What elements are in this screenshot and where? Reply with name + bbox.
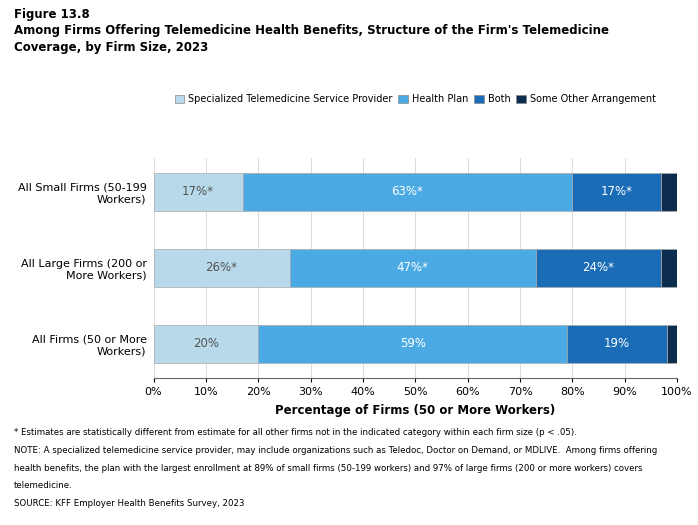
- Bar: [667, 325, 677, 363]
- Bar: [290, 249, 536, 287]
- Text: 47%*: 47%*: [396, 261, 429, 274]
- Text: Figure 13.8: Figure 13.8: [14, 8, 90, 21]
- Bar: [662, 173, 677, 211]
- Legend: Specialized Telemedicine Service Provider, Health Plan, Both, Some Other Arrange: Specialized Telemedicine Service Provide…: [174, 94, 656, 104]
- Text: Coverage, by Firm Size, 2023: Coverage, by Firm Size, 2023: [14, 41, 208, 54]
- Text: health benefits, the plan with the largest enrollment at 89% of small firms (50-: health benefits, the plan with the large…: [14, 464, 642, 472]
- Text: 63%*: 63%*: [392, 185, 424, 198]
- Bar: [243, 173, 572, 211]
- Text: SOURCE: KFF Employer Health Benefits Survey, 2023: SOURCE: KFF Employer Health Benefits Sur…: [14, 499, 244, 508]
- Text: 24%*: 24%*: [583, 261, 614, 274]
- Bar: [572, 173, 662, 211]
- Text: Among Firms Offering Telemedicine Health Benefits, Structure of the Firm's Telem: Among Firms Offering Telemedicine Health…: [14, 24, 609, 37]
- Bar: [567, 325, 667, 363]
- Bar: [154, 173, 243, 211]
- X-axis label: Percentage of Firms (50 or More Workers): Percentage of Firms (50 or More Workers): [275, 404, 556, 417]
- Bar: [536, 249, 662, 287]
- Text: * Estimates are statistically different from estimate for all other firms not in: * Estimates are statistically different …: [14, 428, 577, 437]
- Bar: [154, 249, 290, 287]
- Text: 20%: 20%: [193, 337, 219, 350]
- Text: 59%: 59%: [400, 337, 426, 350]
- Bar: [662, 249, 677, 287]
- Text: NOTE: A specialized telemedicine service provider, may include organizations suc: NOTE: A specialized telemedicine service…: [14, 446, 658, 455]
- Text: 26%*: 26%*: [206, 261, 237, 274]
- Bar: [258, 325, 567, 363]
- Text: telemedicine.: telemedicine.: [14, 481, 73, 490]
- Bar: [154, 325, 258, 363]
- Text: 17%*: 17%*: [182, 185, 214, 198]
- Text: 19%: 19%: [604, 337, 630, 350]
- Text: 17%*: 17%*: [601, 185, 633, 198]
